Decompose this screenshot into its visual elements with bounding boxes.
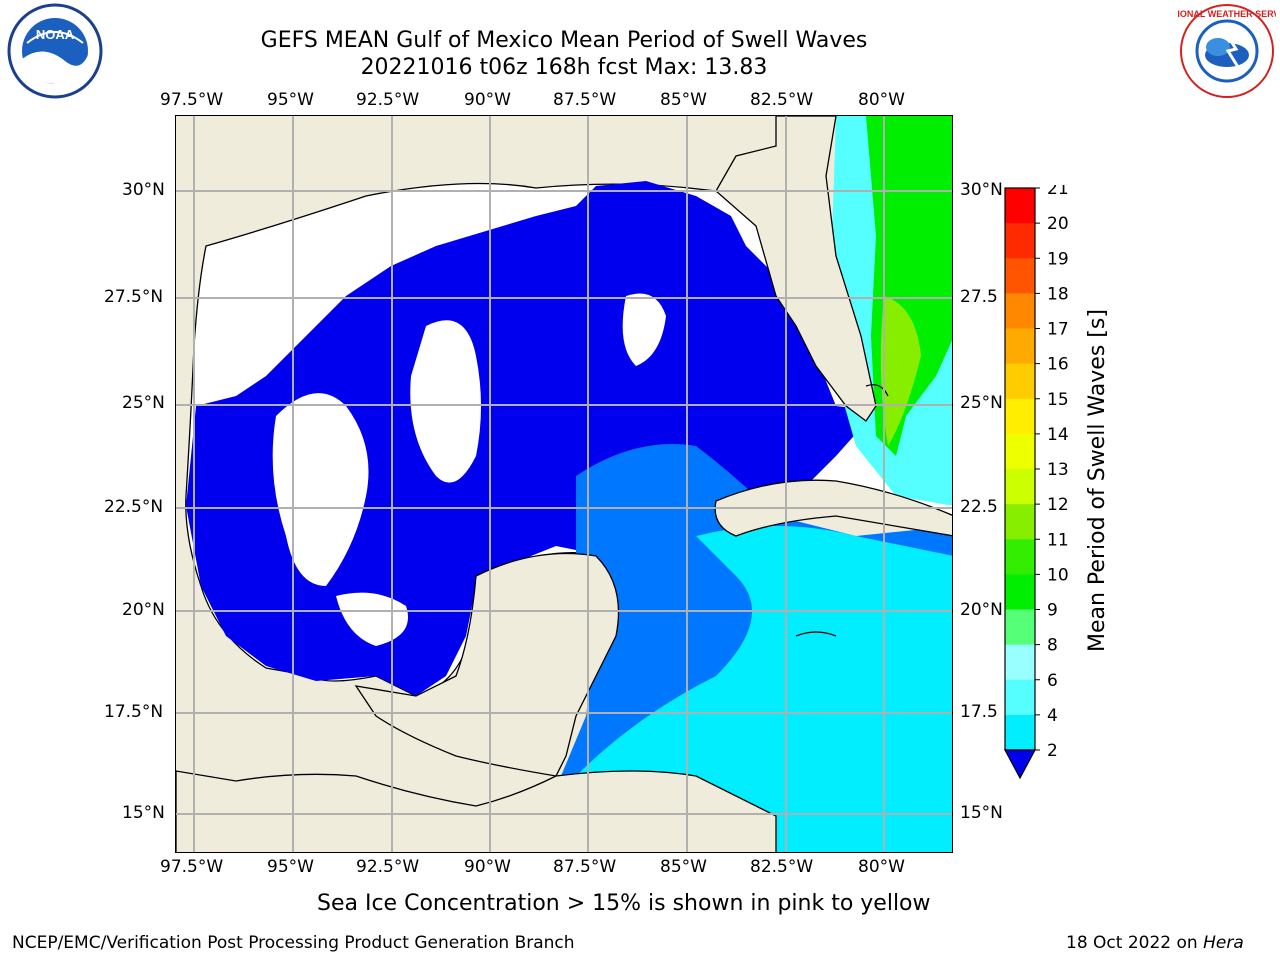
colorbar-tick-label: 16 <box>1047 355 1069 375</box>
swell-zone-atlantic-yellowgreen <box>880 296 921 446</box>
colorbar-tick-label: 13 <box>1047 460 1069 480</box>
x-tick-top: 90°W <box>464 90 511 110</box>
x-tick-top: 95°W <box>267 90 314 110</box>
y-tick-right: 25°N <box>960 393 1003 413</box>
colorbar-segment <box>1005 574 1035 610</box>
colorbar-segment <box>1005 469 1035 505</box>
map-panel <box>175 115 953 853</box>
y-tick-right: 27.5 <box>960 287 998 307</box>
x-tick-bottom: 92.5°W <box>356 857 420 877</box>
colorbar-tick-label: 17 <box>1047 320 1069 340</box>
colorbar-segment <box>1005 714 1035 751</box>
colorbar-tick-label: 9 <box>1047 601 1058 621</box>
x-tick-top: 92.5°W <box>356 90 420 110</box>
x-tick-bottom: 80°W <box>858 857 905 877</box>
x-tick-bottom: 85°W <box>660 857 707 877</box>
colorbar-segment <box>1005 258 1035 294</box>
sea-ice-note: Sea Ice Concentration > 15% is shown in … <box>317 891 931 916</box>
nodata-patch <box>272 393 369 586</box>
colorbar-tick-label: 15 <box>1047 390 1069 410</box>
swell-period-map <box>176 116 952 852</box>
nws-logo: NATIONAL WEATHER SERVICE <box>1178 4 1276 98</box>
x-tick-top: 82.5°W <box>750 90 814 110</box>
colorbar-tick-label: 12 <box>1047 495 1069 515</box>
colorbar-segment <box>1005 504 1035 540</box>
footer-credit: NCEP/EMC/Verification Post Processing Pr… <box>12 933 575 953</box>
colorbar-segment <box>1005 609 1035 646</box>
colorbar-tick-label: 10 <box>1047 565 1069 585</box>
colorbar-tick-label: 4 <box>1047 706 1058 726</box>
colorbar-tick-label: 2 <box>1047 741 1058 761</box>
swell-zone-2to4 <box>186 181 876 696</box>
colorbar-segment <box>1005 223 1035 259</box>
x-tick-top: 85°W <box>660 90 707 110</box>
x-tick-top: 97.5°W <box>160 90 224 110</box>
colorbar-tick-label: 11 <box>1047 530 1069 550</box>
nodata-patch <box>336 592 408 646</box>
footer-date-text: 18 Oct 2022 on <box>1066 933 1198 953</box>
x-tick-bottom: 87.5°W <box>553 857 617 877</box>
nodata-patch <box>410 320 481 483</box>
y-tick-left: 15°N <box>122 803 165 823</box>
map-gridlines <box>176 116 952 852</box>
chart-subtitle: 20221016 t06z 168h fcst Max: 13.83 <box>360 55 768 80</box>
bahamas-outline <box>865 384 889 397</box>
swell-zone-6to8 <box>576 526 952 852</box>
colorbar-tick-label: 19 <box>1047 249 1069 269</box>
y-tick-right: 17.5 <box>960 702 998 722</box>
colorbar-segment <box>1005 644 1035 681</box>
colorbar-segment <box>1005 398 1035 435</box>
colorbar-tick-label: 8 <box>1047 636 1058 656</box>
colorbar-segment <box>1005 293 1035 329</box>
y-tick-left: 17.5°N <box>104 702 164 722</box>
x-tick-bottom: 90°W <box>464 857 511 877</box>
florida-land <box>715 116 877 422</box>
y-tick-left: 30°N <box>122 180 165 200</box>
y-tick-right: 15°N <box>960 803 1003 823</box>
noaa-logo: NOAA <box>7 3 103 99</box>
svg-text:NATIONAL WEATHER SERVICE: NATIONAL WEATHER SERVICE <box>1178 9 1276 19</box>
colorbar-label: Mean Period of Swell Waves [s] <box>1085 309 1110 652</box>
y-tick-left: 27.5°N <box>104 287 164 307</box>
colorbar-tick-label: 14 <box>1047 425 1069 445</box>
colorbar: 21 20 19 18 17 16 15 14 13 12 11 10 9 8 6 4 2 <box>1003 185 1069 780</box>
nodata-patch <box>622 293 666 366</box>
y-tick-left: 25°N <box>122 393 165 413</box>
x-tick-bottom: 82.5°W <box>750 857 814 877</box>
colorbar-segment <box>1005 679 1035 716</box>
y-tick-right: 22.5 <box>960 497 998 517</box>
y-tick-left: 22.5°N <box>104 497 164 517</box>
jamaica-outline <box>795 631 837 637</box>
colorbar-tick-label: 6 <box>1047 671 1058 691</box>
chart-title: GEFS MEAN Gulf of Mexico Mean Period of … <box>260 28 868 53</box>
colorbar-segment <box>1005 188 1035 224</box>
colorbar-segment <box>1005 363 1035 400</box>
colorbar-tick-label: 20 <box>1047 214 1069 234</box>
x-tick-top: 80°W <box>858 90 905 110</box>
y-tick-right: 30°N <box>960 180 1003 200</box>
colorbar-tick-label: 18 <box>1047 284 1069 304</box>
footer-host: Hera <box>1203 933 1244 953</box>
x-tick-top: 87.5°W <box>553 90 617 110</box>
colorbar-segment <box>1005 433 1035 470</box>
footer-date: 18 Oct 2022 on Hera <box>1066 933 1244 953</box>
central-america-land <box>176 770 777 852</box>
y-tick-left: 20°N <box>122 600 165 620</box>
colorbar-tick-label: 21 <box>1047 185 1069 199</box>
svg-text:NOAA: NOAA <box>36 27 75 42</box>
colorbar-segment <box>1005 539 1035 575</box>
colorbar-extend-arrow <box>1003 749 1037 780</box>
x-tick-bottom: 95°W <box>267 857 314 877</box>
x-tick-bottom: 97.5°W <box>160 857 224 877</box>
y-tick-right: 20°N <box>960 600 1003 620</box>
colorbar-segment <box>1005 328 1035 365</box>
